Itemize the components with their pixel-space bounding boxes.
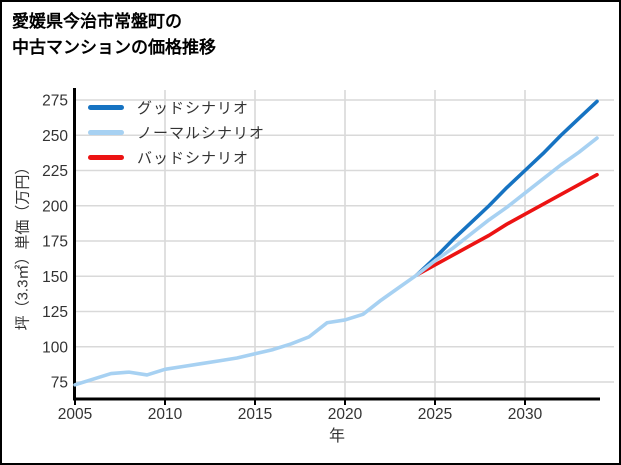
y-tick-label-125: 125 — [42, 304, 68, 321]
x-axis-label: 年 — [328, 428, 346, 445]
y-tick-label-250: 250 — [42, 128, 68, 145]
chart-title: 愛媛県今治市常盤町の 中古マンションの価格推移 — [12, 9, 216, 61]
legend-item-2: バッドシナリオ — [88, 145, 265, 170]
legend-item-1: ノーマルシナリオ — [88, 120, 265, 145]
chart-title-line1: 愛媛県今治市常盤町の — [12, 12, 182, 31]
series-line-グッドシナリオ — [415, 99, 599, 277]
x-tick-label-2025: 2025 — [418, 406, 452, 423]
y-tick-label-175: 175 — [42, 234, 68, 251]
series-line-バッドシナリオ — [415, 172, 599, 277]
y-tick-label-225: 225 — [42, 163, 68, 180]
y-tick-label-100: 100 — [42, 339, 68, 356]
x-tick-label-2020: 2020 — [328, 406, 363, 423]
chart-title-line2: 中古マンションの価格推移 — [12, 38, 216, 57]
legend-item-0: グッドシナリオ — [88, 95, 265, 120]
x-tick-label-2030: 2030 — [508, 406, 543, 423]
y-tick-label-75: 75 — [51, 375, 68, 392]
x-tick-label-2010: 2010 — [148, 406, 183, 423]
legend-line-swatch-1 — [88, 130, 124, 135]
chart-legend: グッドシナリオ ノーマルシナリオ バッドシナリオ — [88, 95, 265, 170]
x-tick-label-2015: 2015 — [238, 406, 272, 423]
y-tick-label-150: 150 — [42, 269, 68, 286]
legend-label-1: ノーマルシナリオ — [137, 125, 266, 142]
y-tick-label-200: 200 — [42, 198, 68, 215]
series-line-ノーマルシナリオ — [73, 136, 599, 387]
legend-label-2: バッドシナリオ — [137, 150, 250, 167]
x-tick-label-2005: 2005 — [58, 406, 92, 423]
legend-line-swatch-0 — [88, 105, 124, 110]
y-axis-label: 坪（3.3㎡）単価（万円） — [14, 159, 32, 331]
y-tick-label-275: 275 — [42, 93, 68, 110]
legend-label-0: グッドシナリオ — [137, 100, 250, 117]
legend-line-swatch-2 — [88, 155, 124, 160]
